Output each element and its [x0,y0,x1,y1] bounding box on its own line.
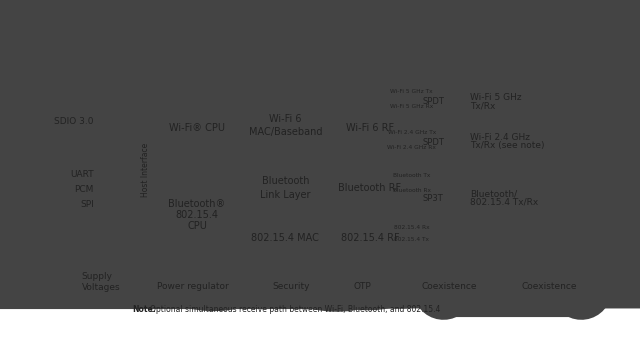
Text: Bluetooth®: Bluetooth® [168,199,226,209]
Text: Optional simultaneous receive path between Wi-Fi, Bluetooth, and 802.15.4: Optional simultaneous receive path betwe… [150,305,440,314]
Text: Bluetooth/: Bluetooth/ [470,190,517,199]
Text: 802.15.4: 802.15.4 [175,210,218,220]
Text: Wi-Fi 5 GHz: Wi-Fi 5 GHz [470,93,522,102]
Text: UART: UART [70,170,94,179]
Text: SPI: SPI [80,201,94,210]
Text: Wi-Fi 5 GHz Rx: Wi-Fi 5 GHz Rx [390,104,433,109]
Text: 802.15.4 Tx/Rx: 802.15.4 Tx/Rx [470,197,538,206]
Text: CPU: CPU [187,221,207,231]
Text: SPDT: SPDT [422,138,444,147]
Text: SDIO 3.0: SDIO 3.0 [54,117,94,126]
Bar [139,80,153,260]
Text: MAC/Baseband: MAC/Baseband [248,127,322,137]
Text: Coexistence: Coexistence [422,282,477,291]
Text: Wi-Fi 6 RF: Wi-Fi 6 RF [346,123,394,133]
Text: Bluetooth Rx: Bluetooth Rx [393,188,431,193]
Text: Wi-Fi 2.4 GHz: Wi-Fi 2.4 GHz [470,134,530,143]
Bar [243,86,328,170]
Text: Supply
Voltages: Supply Voltages [81,272,120,292]
Text: Tx/Rx: Tx/Rx [470,101,495,110]
Bar [331,216,408,260]
Text: Wi-Fi 6: Wi-Fi 6 [269,114,301,125]
Text: Wi-Fi 2.4 GHz Rx: Wi-Fi 2.4 GHz Rx [387,145,436,150]
Text: Power regulator: Power regulator [157,282,229,291]
Bar [252,276,330,296]
Text: 802.15.4 Rx: 802.15.4 Rx [394,225,429,230]
Bar [154,86,239,170]
Bar [395,276,505,296]
Text: PCM: PCM [75,185,94,194]
Text: Security: Security [272,282,310,291]
Text: Bluetooth Tx: Bluetooth Tx [393,173,430,178]
Text: Bluetooth: Bluetooth [262,176,309,186]
Text: Wi-Fi 5 GHz Tx: Wi-Fi 5 GHz Tx [390,89,433,94]
Bar [415,89,451,114]
Bar [415,168,451,230]
Bar [243,216,328,260]
Bar [132,72,511,299]
Text: 802.15.4 MAC: 802.15.4 MAC [252,233,319,243]
Text: Host Interface: Host Interface [141,143,150,197]
Text: Wi-Fi 2.4 GHz Tx: Wi-Fi 2.4 GHz Tx [388,130,436,135]
Text: OTP: OTP [353,282,371,291]
Text: Bluetooth RF: Bluetooth RF [339,183,401,193]
Bar [334,276,390,296]
Bar [411,86,456,260]
Text: Tx/Rx (see note): Tx/Rx (see note) [470,141,545,150]
Text: Note:: Note: [132,305,157,314]
Text: Link Layer: Link Layer [260,189,310,199]
Bar [331,86,408,170]
Bar [154,173,239,260]
Bar [415,130,451,155]
Bar [139,276,248,296]
Bar [331,163,408,214]
Text: 802.15.4 RF: 802.15.4 RF [340,233,399,243]
Text: Coexistence: Coexistence [522,282,577,291]
Text: 802.15.4 Tx: 802.15.4 Tx [394,237,429,242]
Text: SP3T: SP3T [422,194,444,203]
Text: SPDT: SPDT [422,97,444,106]
Text: Wi-Fi® CPU: Wi-Fi® CPU [169,123,225,133]
Bar [243,163,328,214]
